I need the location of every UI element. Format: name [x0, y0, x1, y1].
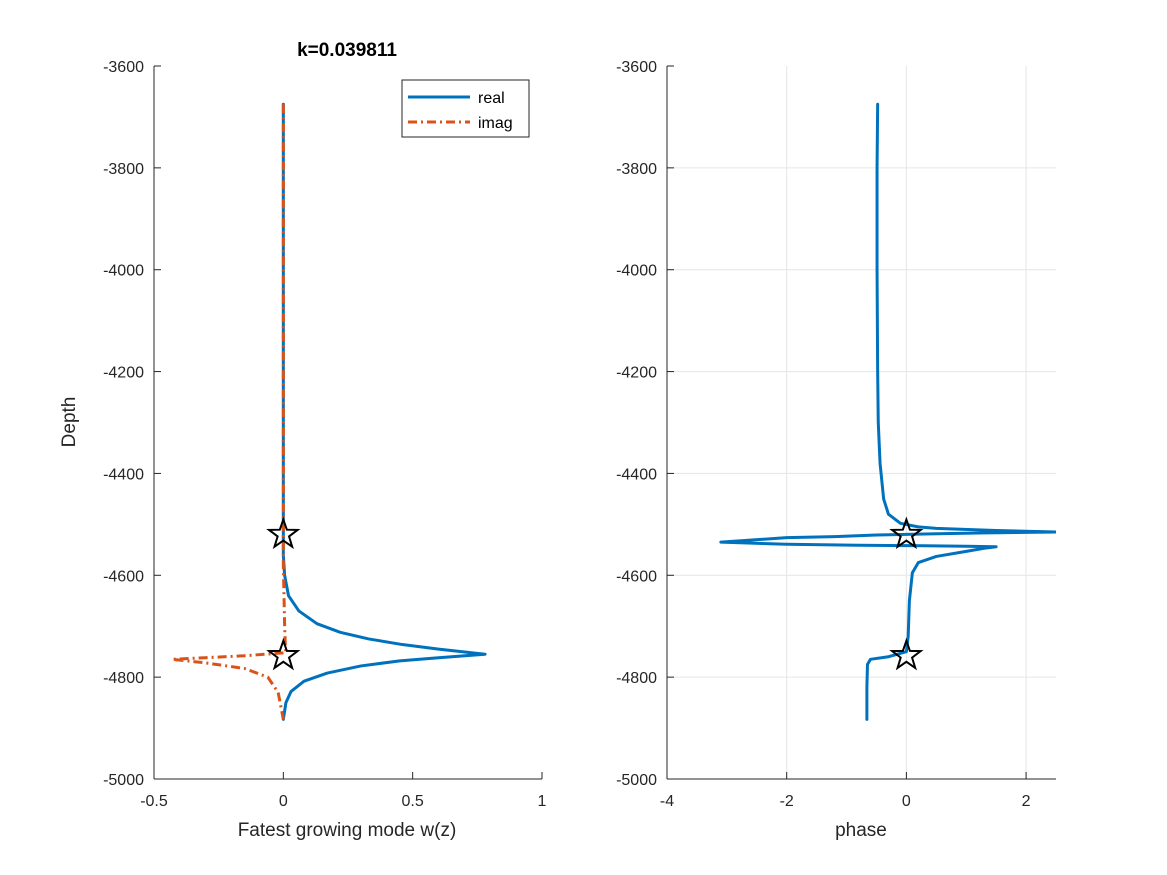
- left-plot-title: k=0.039811: [297, 40, 397, 61]
- real-series-line: [281, 102, 487, 721]
- x-tick-label: -2: [780, 793, 794, 810]
- left-x-axis-label: Fatest growing mode w(z): [238, 820, 457, 841]
- x-tick-label: 0: [279, 793, 288, 810]
- legend: real imag: [401, 79, 530, 138]
- x-tick-label: 1: [538, 793, 547, 810]
- x-tick-label: 2: [1022, 793, 1031, 810]
- y-tick-label: -3800: [103, 161, 144, 178]
- x-tick-label: -0.5: [140, 793, 168, 810]
- y-tick-label: -3800: [616, 161, 657, 178]
- legend-imag-label: imag: [478, 115, 513, 132]
- y-tick-label: -3600: [103, 59, 144, 76]
- y-tick-label: -3600: [616, 59, 657, 76]
- y-tick-label: -4000: [616, 263, 657, 280]
- star-marker: [266, 637, 301, 671]
- y-tick-label: -4400: [103, 466, 144, 483]
- y-tick-label: -5000: [616, 772, 657, 789]
- x-tick-label: 0: [902, 793, 911, 810]
- y-tick-label: -4800: [103, 670, 144, 687]
- y-tick-label: -4000: [103, 263, 144, 280]
- left-plot: -0.5 0 0.5 1 -5000 -4800 -4600 -4400 -4200 -4000 -…: [59, 40, 547, 841]
- star-marker: [889, 516, 924, 550]
- right-plot: -4 -2 0 2 -5000 -4800 -4600 -4400 -4200 -4000 -380…: [616, 59, 1056, 841]
- y-tick-label: -4600: [103, 568, 144, 585]
- y-tick-label: -5000: [103, 772, 144, 789]
- y-tick-label: -4400: [616, 466, 657, 483]
- right-x-axis-label: phase: [835, 820, 887, 841]
- y-tick-label: -4800: [616, 670, 657, 687]
- star-marker: [266, 516, 301, 550]
- legend-box: [401, 79, 530, 138]
- star-marker: [889, 637, 924, 671]
- left-y-axis-label: Depth: [59, 397, 80, 448]
- x-tick-label: 0.5: [402, 793, 424, 810]
- phase-series-line: [719, 102, 1056, 721]
- y-tick-label: -4600: [616, 568, 657, 585]
- x-tick-label: -4: [660, 793, 674, 810]
- y-tick-label: -4200: [103, 365, 144, 382]
- legend-real-label: real: [478, 90, 505, 107]
- y-tick-label: -4200: [616, 365, 657, 382]
